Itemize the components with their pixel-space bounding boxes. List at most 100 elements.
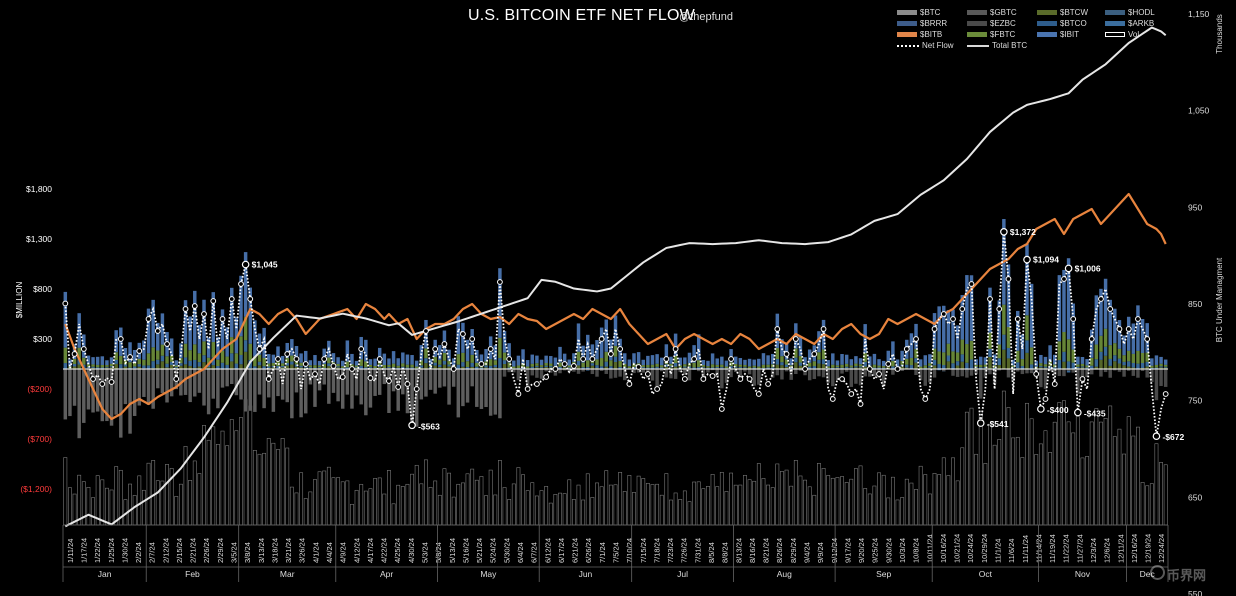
flow-bar-segment bbox=[442, 364, 447, 369]
volume-bar bbox=[1052, 421, 1057, 526]
flow-bar-segment bbox=[669, 367, 673, 369]
flow-bar-segment bbox=[576, 323, 581, 352]
volume-bar bbox=[1140, 482, 1145, 526]
volume-bar bbox=[867, 493, 872, 526]
outflow-bar bbox=[844, 369, 849, 372]
flow-bar-segment bbox=[1085, 359, 1089, 366]
date-tick-label: 5/24/24 bbox=[489, 538, 498, 563]
volume-bar bbox=[1136, 426, 1140, 526]
flow-bar-segment bbox=[1150, 365, 1154, 368]
volume-bar bbox=[701, 488, 706, 526]
net-flow-point bbox=[413, 386, 420, 392]
date-tick-label: 3/8/24 bbox=[243, 542, 252, 563]
volume-bar bbox=[927, 493, 932, 526]
flow-bar-segment bbox=[1117, 320, 1122, 349]
flow-bar-segment bbox=[1131, 353, 1136, 363]
volume-bar bbox=[1103, 418, 1108, 526]
flow-bar-segment bbox=[752, 365, 756, 368]
volume-bar bbox=[974, 453, 979, 526]
flow-bar-segment bbox=[304, 367, 308, 369]
flow-bar-segment bbox=[382, 353, 387, 365]
outflow-bar bbox=[447, 369, 451, 405]
flow-bar-segment bbox=[354, 365, 359, 368]
volume-bar bbox=[585, 473, 590, 526]
flow-bar-segment bbox=[109, 367, 114, 369]
volume-bar bbox=[225, 445, 230, 526]
net-flow-point bbox=[968, 281, 975, 287]
net-flow-point bbox=[644, 371, 651, 377]
outflow-bar bbox=[747, 369, 752, 375]
net-flow-point bbox=[469, 336, 476, 342]
annotation-point bbox=[408, 421, 416, 430]
volume-bar bbox=[904, 478, 909, 526]
flow-bar-segment bbox=[128, 362, 132, 368]
flow-bar-segment bbox=[544, 365, 548, 368]
outflow-bar bbox=[401, 369, 405, 395]
date-tick-label: 9/4/24 bbox=[802, 542, 811, 563]
net-flow-point bbox=[746, 376, 753, 382]
outflow-bar bbox=[863, 369, 867, 377]
date-tick-label: 11/19/24 bbox=[1048, 534, 1057, 563]
flow-bar-segment bbox=[396, 358, 400, 366]
flow-bar-segment bbox=[835, 365, 840, 368]
flow-bar-segment bbox=[461, 352, 465, 363]
net-flow-point bbox=[718, 406, 725, 412]
volume-bar bbox=[780, 471, 784, 526]
flow-bar-segment bbox=[1002, 304, 1006, 335]
date-tick-label: 10/16/24 bbox=[939, 534, 948, 563]
flow-bar-segment bbox=[720, 356, 724, 365]
net-flow-point bbox=[386, 378, 392, 384]
month-label: Jun bbox=[579, 569, 593, 579]
flow-bar-segment bbox=[1043, 356, 1048, 365]
flow-bar-segment bbox=[401, 352, 405, 364]
outflow-bar bbox=[618, 369, 622, 377]
flow-bar-segment bbox=[216, 366, 220, 370]
volume-bar bbox=[400, 486, 405, 526]
net-flow-point bbox=[108, 379, 115, 385]
flow-bar-segment bbox=[1099, 351, 1103, 360]
outflow-bar bbox=[558, 369, 562, 374]
legend-item: Vol bbox=[1105, 30, 1139, 39]
outflow-bar bbox=[156, 369, 160, 389]
flow-bar-segment bbox=[257, 333, 262, 355]
outflow-bar bbox=[918, 369, 923, 381]
volume-bar bbox=[817, 463, 821, 526]
flow-bar-segment bbox=[881, 360, 886, 367]
flow-bar-segment bbox=[377, 347, 382, 361]
flow-bar-segment bbox=[1006, 327, 1011, 348]
outflow-bar bbox=[317, 369, 322, 391]
volume-bar bbox=[1043, 430, 1048, 526]
flow-bar-segment bbox=[183, 300, 188, 344]
flow-bar-segment bbox=[461, 322, 465, 353]
volume-bar bbox=[252, 450, 257, 526]
flow-bar-segment bbox=[322, 363, 326, 368]
flow-bar-segment bbox=[1159, 366, 1163, 368]
right-tick-label: 850 bbox=[1188, 299, 1202, 309]
outflow-bar bbox=[696, 369, 701, 372]
flow-bar-segment bbox=[433, 356, 437, 363]
volume-bar bbox=[132, 495, 137, 526]
flow-bar-segment bbox=[733, 364, 738, 367]
volume-bar bbox=[830, 477, 835, 526]
flow-bar-segment bbox=[419, 367, 424, 369]
date-tick-label: 4/9/24 bbox=[339, 542, 348, 563]
flow-bar-segment bbox=[405, 364, 410, 368]
flow-bar-segment bbox=[660, 365, 664, 368]
net-flow-point bbox=[80, 346, 87, 352]
outflow-bar bbox=[193, 369, 197, 397]
outflow-bar bbox=[1016, 369, 1020, 372]
flow-bar-segment bbox=[997, 358, 1001, 366]
flow-bar-segment bbox=[775, 359, 780, 365]
net-flow-point bbox=[201, 311, 207, 317]
flow-bar-segment bbox=[812, 366, 817, 369]
net-flow-point bbox=[367, 375, 374, 381]
legend-item: $BTCW bbox=[1037, 8, 1088, 17]
flow-bar-segment bbox=[479, 367, 484, 370]
flow-bar-segment bbox=[285, 357, 289, 363]
flow-bar-segment bbox=[262, 366, 266, 371]
flow-bar-segment bbox=[1103, 328, 1108, 347]
volume-bar bbox=[789, 485, 794, 526]
flow-bar-segment bbox=[447, 349, 451, 361]
legend-swatch bbox=[967, 10, 987, 15]
flow-bar-segment bbox=[715, 358, 719, 365]
